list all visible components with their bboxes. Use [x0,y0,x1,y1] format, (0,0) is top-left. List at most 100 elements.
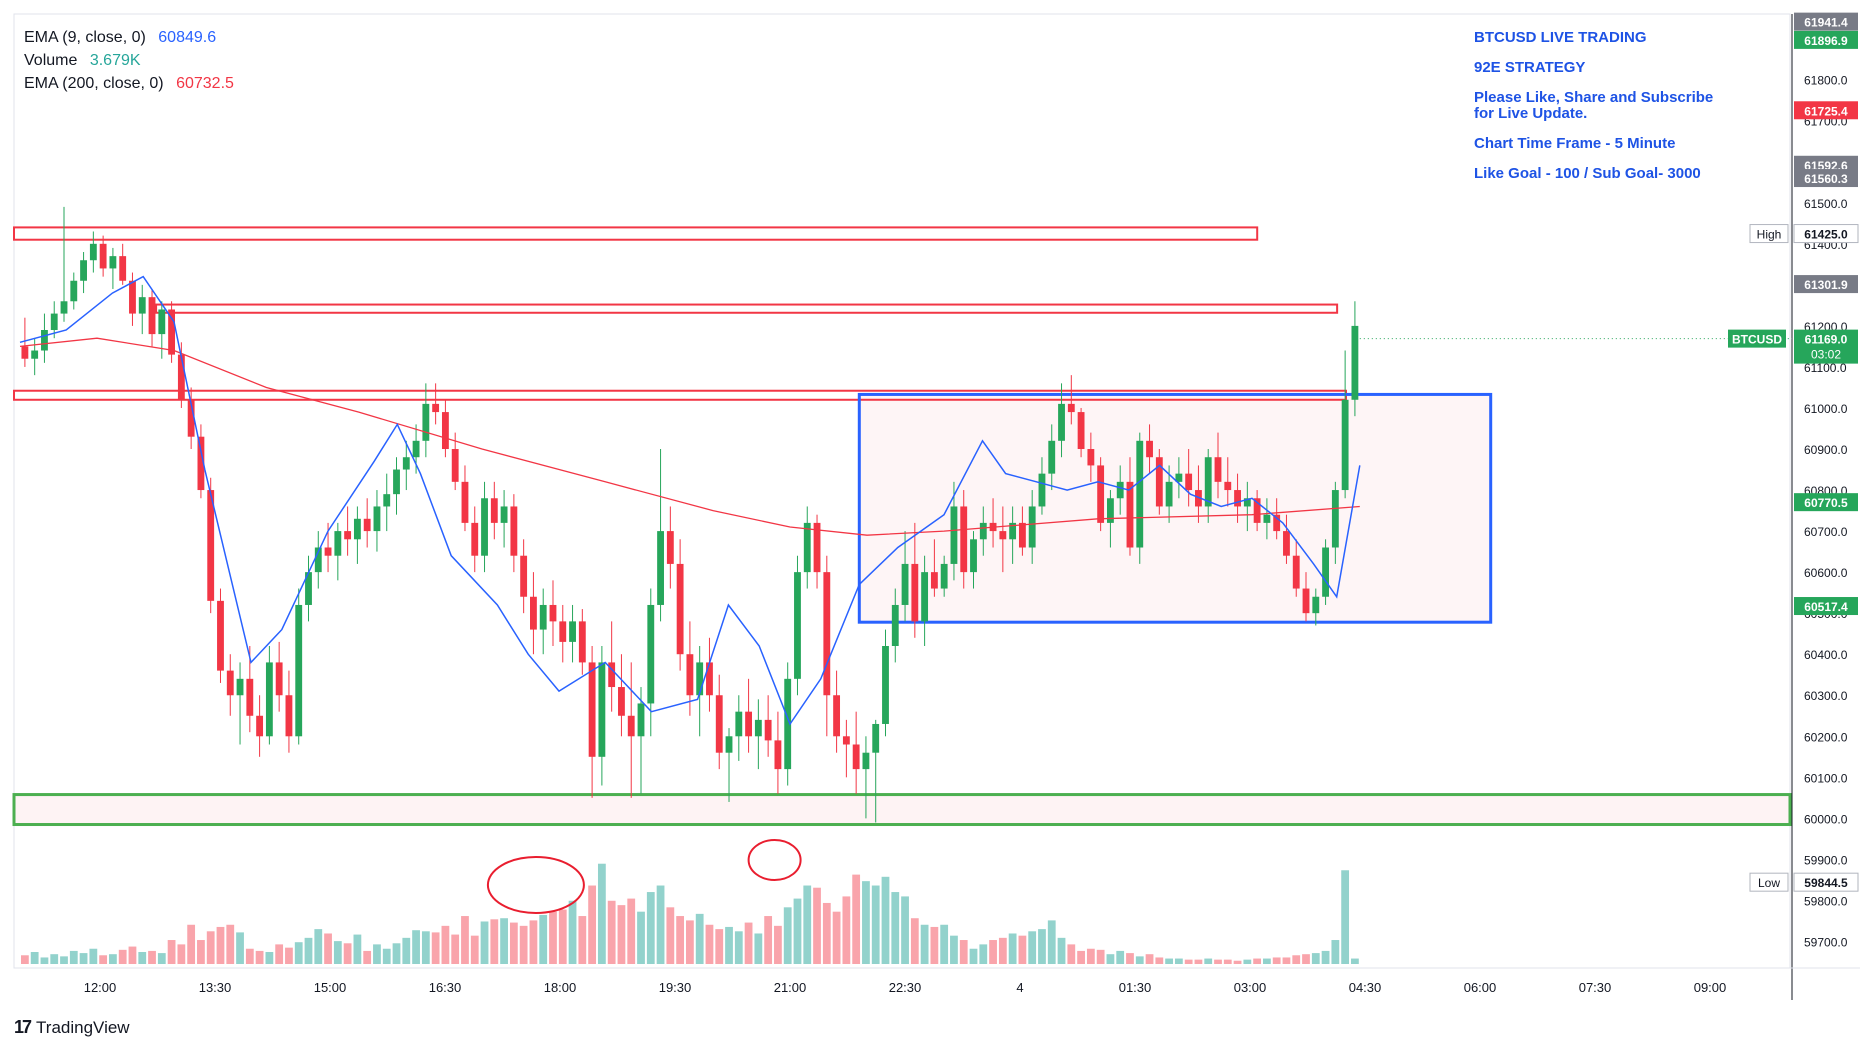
candle-body [735,711,743,737]
legend-ema9[interactable]: EMA (9, close, 0) 60849.6 [24,26,234,49]
volume-bar [597,863,606,964]
candle-body [510,506,518,556]
y-tick-label: 61000.0 [1804,402,1848,416]
current-price-text: 61169.0 [1805,333,1848,347]
candle-body [1116,481,1124,499]
candle-body [324,547,332,556]
price-label-box [1794,30,1858,49]
candle-body [422,403,430,441]
candle-body [1048,440,1056,474]
volume-bar [1194,959,1203,964]
y-tick-label: 60900.0 [1804,443,1848,457]
candle-body [745,711,753,737]
tradingview-brand[interactable]: 17 TradingView [14,1017,130,1038]
candle-body [891,604,899,646]
candle-body [177,354,185,400]
volume-bar [421,931,430,964]
candle-body [676,563,684,655]
volume-bar [1243,959,1252,964]
legend-ema200[interactable]: EMA (200, close, 0) 60732.5 [24,72,234,95]
candle-body [471,522,479,556]
volume-bar [627,898,636,964]
price-label-text: 61941.4 [1804,16,1848,30]
candle-body [41,330,48,351]
volume-bar [480,921,489,964]
candle-body [1058,403,1065,441]
candle-body [1067,403,1075,413]
volume-bar [148,950,156,964]
volume-bar [197,940,205,964]
legend-volume[interactable]: Volume 3.679K [24,49,234,72]
volume-bar [1302,954,1310,964]
candle-body [295,604,303,737]
price-tag-box [1749,872,1789,892]
volume-bar [881,876,890,964]
annotation-line-2: 92E STRATEGY [1474,59,1586,76]
volume-bar [539,914,548,964]
volume-bar [226,924,235,964]
candle-body [950,506,958,564]
volume-bar [813,887,821,964]
legend-volume-value: 3.679K [89,52,141,69]
volume-bar [1126,953,1134,964]
volume-bar [461,916,469,964]
candle-body [1175,473,1183,482]
candle-body [1234,490,1241,507]
volume-bar [969,948,978,964]
volume-bar [402,937,411,964]
candle-body [285,695,293,737]
candle-body [852,744,860,770]
price-label-box [1793,224,1859,244]
volume-bar [1077,950,1085,964]
price-tag-text: High [1757,228,1782,242]
annotation-line-1: BTCUSD LIVE TRADING [1474,29,1647,46]
volume-bar [979,944,988,964]
candle-body [1136,440,1144,548]
volume-bar [989,940,997,964]
volume-bar [109,954,117,964]
legend-ema200-value: 60732.5 [176,75,234,92]
candle-body [872,723,880,753]
volume-bar [500,918,508,964]
volume-bar [1106,954,1115,964]
volume-bar [1174,958,1183,964]
volume-bar [99,955,108,964]
legend-ema9-value: 60849.6 [158,29,217,46]
drawn-circle [486,856,585,914]
candle-body [432,403,440,413]
x-tick-label: 4 [1016,980,1023,995]
x-tick-label: 12:00 [84,980,117,995]
y-tick-label: 59900.0 [1804,853,1848,867]
volume-bar [862,881,870,964]
volume-bar [1184,959,1193,964]
candle-body [539,604,547,630]
price-tag-box [1749,224,1789,244]
volume-bar [1331,940,1340,964]
candle-body [187,399,195,437]
candle-body [794,572,801,679]
candle-body [109,256,117,269]
volume-bar [1233,960,1242,964]
candle-body [1273,514,1281,532]
candle-body [882,646,889,724]
y-tick-label: 60300.0 [1804,689,1848,703]
volume-bar [578,916,587,964]
candle-body [549,604,557,622]
volume-bar [470,935,479,964]
volume-bar [294,942,303,964]
volume-bar [1292,955,1301,964]
volume-bar [705,924,714,964]
price-label-text: 60770.5 [1804,496,1848,510]
volume-bar [157,953,166,964]
volume-bar [206,931,215,964]
volume-bar [138,952,147,964]
volume-bar [1351,958,1359,964]
candle-body [265,662,273,737]
y-tick-label: 60600.0 [1804,566,1848,580]
volume-bar [1038,929,1046,964]
candle-body [1312,596,1320,614]
candle-body [500,506,508,523]
volume-bar [1018,935,1027,964]
candle-body [373,506,381,532]
